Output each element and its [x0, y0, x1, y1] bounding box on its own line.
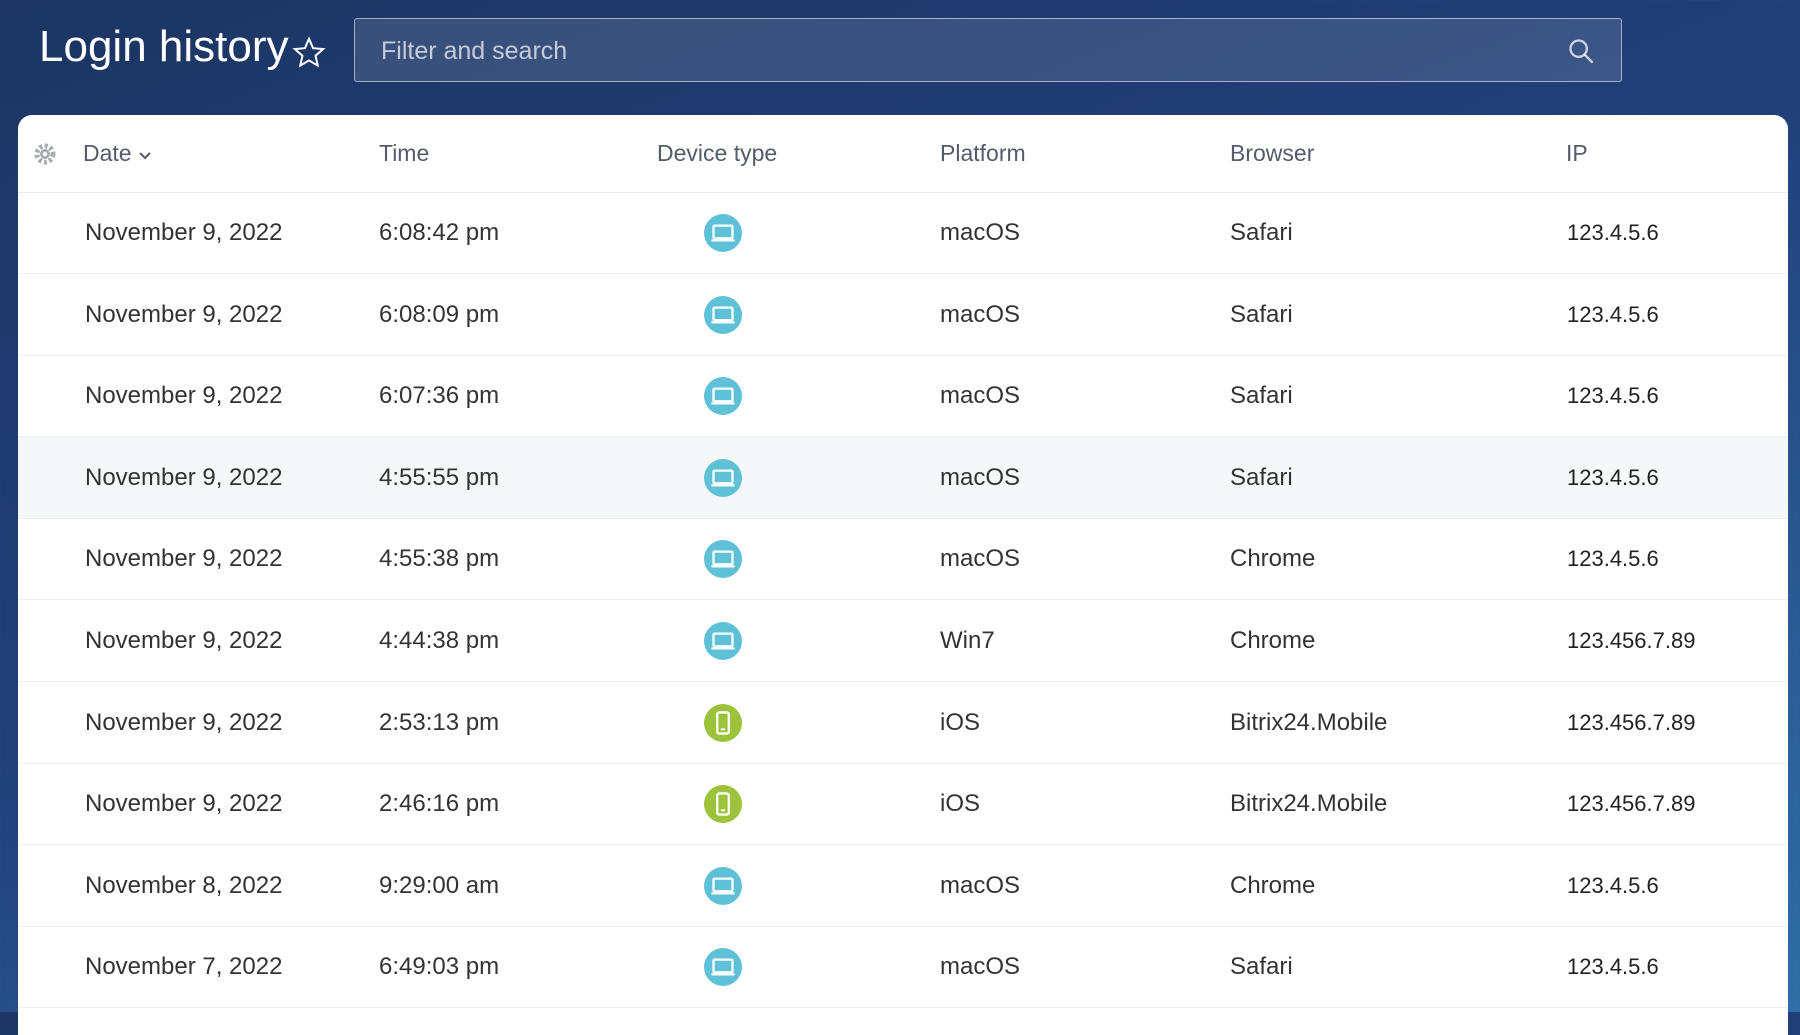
ip-cell: 123.4.5.6: [1567, 546, 1659, 572]
platform-cell: Win7: [940, 627, 995, 654]
browser-cell: Chrome: [1230, 627, 1316, 654]
time-cell: 4:55:38 pm: [379, 545, 500, 573]
ip-cell: 123.4.5.6: [1567, 301, 1659, 327]
table-row: November 9, 2022 2:46:16 pm iOS Bitrix24.Mo…: [18, 763, 1788, 846]
browser-cell: Safari: [1230, 463, 1293, 491]
table-row: November 9, 2022 6:08:42 pm macOS Safari 123…: [18, 192, 1788, 274]
column-header: Platform: [940, 140, 1026, 166]
platform-cell: macOS: [940, 871, 1021, 899]
column-header: IP: [1566, 140, 1588, 166]
laptop-icon: [704, 214, 742, 252]
browser-cell: Chrome: [1230, 871, 1316, 899]
time-cell: 2:46:16 pm: [379, 790, 500, 818]
platform-cell: macOS: [940, 463, 1021, 491]
laptop-icon: [704, 458, 742, 497]
date-cell: November 9, 2022: [85, 545, 283, 573]
table-row: November 9, 2022 6:08:09 pm macOS Safari 123…: [18, 274, 1788, 356]
browser-cell: Chrome: [1230, 545, 1316, 573]
time-cell: 4:44:38 pm: [379, 627, 500, 654]
ip-cell: 123.4.5.6: [1567, 383, 1659, 409]
table-row: November 8, 2022 9:29:00 am macOS Chrome 123…: [18, 845, 1788, 927]
time-cell: 6:08:42 pm: [379, 219, 500, 246]
ip-cell: 123.4.5.6: [1567, 464, 1659, 490]
laptop-icon: [704, 948, 742, 987]
date-cell: November 9, 2022: [85, 382, 283, 410]
date-cell: November 9, 2022: [85, 463, 283, 491]
platform-cell: macOS: [940, 300, 1021, 328]
ip-cell: 123.456.7.89: [1567, 628, 1696, 653]
ip-cell: 123.4.5.6: [1567, 872, 1659, 898]
laptop-icon: [704, 540, 742, 579]
browser-cell: Safari: [1230, 382, 1293, 410]
platform-cell: macOS: [940, 219, 1021, 246]
page-title: Login history: [39, 22, 289, 71]
laptop-icon: [704, 377, 742, 416]
laptop-icon: [704, 295, 742, 334]
time-cell: 2:53:13 pm: [379, 708, 500, 736]
platform-cell: macOS: [940, 382, 1021, 410]
sort-arrow[interactable]: [138, 151, 152, 161]
table-row: November 9, 2022 4:55:38 pm macOS Chrome 123…: [18, 518, 1788, 601]
platform-cell: iOS: [940, 790, 981, 818]
date-cell: November 9, 2022: [85, 219, 283, 246]
browser-cell: Bitrix24.Mobile: [1230, 790, 1388, 818]
ip-cell: 123.456.7.89: [1567, 791, 1696, 817]
date-cell: November 9, 2022: [85, 708, 283, 736]
time-cell: 4:55:55 pm: [379, 463, 500, 491]
column-header: Device type: [657, 140, 778, 166]
table: Date Time Device type Platform Browser IP No…: [18, 115, 1788, 1035]
favorite-star[interactable]: [292, 36, 326, 70]
time-cell: 6:08:09 pm: [379, 300, 500, 328]
ip-cell: 123.4.5.6: [1567, 220, 1659, 245]
time-cell: 6:07:36 pm: [379, 382, 500, 410]
table-row: November 9, 2022 4:44:38 pm Win7 Chrome 123.…: [18, 600, 1788, 682]
platform-cell: macOS: [940, 545, 1021, 573]
time-cell: 6:49:03 pm: [379, 953, 500, 981]
browser-cell: Safari: [1230, 953, 1293, 981]
settings-gear[interactable]: [33, 142, 57, 166]
table-row: November 9, 2022 6:07:36 pm macOS Safari 123…: [18, 355, 1788, 438]
platform-cell: iOS: [940, 708, 981, 736]
laptop-icon: [704, 866, 742, 905]
table-row: November 7, 2022 6:49:03 pm macOS Safari 123…: [18, 926, 1788, 1009]
table-header: Date Time Device type Platform Browser IP: [18, 115, 1788, 193]
date-cell: November 9, 2022: [85, 790, 283, 818]
table-row: November 9, 2022 2:53:13 pm iOS Bitrix24.Mo…: [18, 682, 1788, 764]
browser-cell: Safari: [1230, 300, 1293, 328]
mobile-icon: [704, 703, 742, 742]
laptop-icon: [704, 622, 742, 660]
column-header: Time: [379, 140, 430, 166]
browser-cell: Bitrix24.Mobile: [1230, 708, 1388, 736]
column-header: Browser: [1230, 140, 1315, 166]
date-cell: November 9, 2022: [85, 627, 283, 654]
page: Login history Filter and search Date Tim…: [0, 0, 1800, 1012]
time-cell: 9:29:00 am: [379, 871, 500, 899]
ip-cell: 123.4.5.6: [1567, 954, 1659, 980]
platform-cell: macOS: [940, 953, 1021, 981]
table-row: November 9, 2022 4:55:55 pm macOS Safari 123…: [18, 436, 1788, 519]
date-cell: November 8, 2022: [85, 871, 283, 899]
date-cell: November 9, 2022: [85, 300, 283, 328]
search-placeholder: Filter and search: [381, 37, 568, 65]
browser-cell: Safari: [1230, 219, 1293, 246]
search-icon[interactable]: [1567, 37, 1595, 65]
ip-cell: 123.456.7.89: [1567, 709, 1696, 735]
column-header[interactable]: Date: [83, 140, 152, 167]
date-cell: November 7, 2022: [85, 953, 283, 981]
mobile-icon: [704, 785, 742, 824]
search-box[interactable]: Filter and search: [354, 18, 1622, 82]
